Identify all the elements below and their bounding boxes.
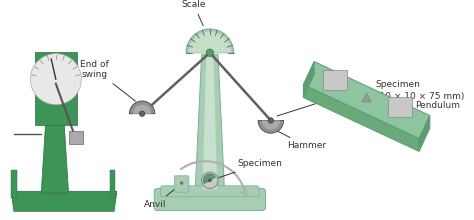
- Polygon shape: [362, 93, 371, 102]
- FancyBboxPatch shape: [174, 176, 189, 192]
- Text: Anvil: Anvil: [144, 187, 177, 209]
- Polygon shape: [419, 116, 430, 151]
- Text: Hammer: Hammer: [277, 131, 327, 150]
- Wedge shape: [129, 101, 155, 114]
- Text: Pendulum: Pendulum: [416, 101, 461, 110]
- Text: End of
swing: End of swing: [80, 60, 136, 101]
- Polygon shape: [195, 55, 224, 189]
- Bar: [69, 131, 83, 144]
- Polygon shape: [323, 70, 347, 90]
- Circle shape: [30, 54, 82, 105]
- FancyBboxPatch shape: [161, 186, 259, 197]
- Circle shape: [208, 178, 212, 182]
- FancyBboxPatch shape: [154, 189, 265, 210]
- Wedge shape: [203, 174, 215, 183]
- Circle shape: [180, 181, 183, 185]
- Polygon shape: [11, 191, 117, 211]
- Polygon shape: [303, 85, 419, 151]
- Wedge shape: [201, 172, 218, 189]
- Circle shape: [206, 49, 213, 56]
- Text: Scale: Scale: [181, 0, 206, 26]
- Polygon shape: [303, 62, 314, 97]
- Wedge shape: [189, 32, 231, 53]
- Wedge shape: [262, 121, 280, 130]
- Polygon shape: [41, 120, 69, 193]
- Circle shape: [139, 111, 145, 116]
- Bar: [35, 52, 77, 125]
- Text: Specimen: Specimen: [219, 160, 282, 178]
- Text: Specimen
(10 × 10 × 75 mm): Specimen (10 × 10 × 75 mm): [376, 80, 464, 101]
- Text: Starting position: Starting position: [277, 90, 381, 116]
- Polygon shape: [388, 97, 412, 117]
- Circle shape: [268, 118, 273, 123]
- Bar: [109, 170, 115, 198]
- Bar: [11, 170, 17, 198]
- Wedge shape: [186, 29, 234, 53]
- Polygon shape: [303, 62, 430, 139]
- Polygon shape: [202, 55, 217, 189]
- Wedge shape: [133, 104, 151, 114]
- Wedge shape: [258, 121, 283, 133]
